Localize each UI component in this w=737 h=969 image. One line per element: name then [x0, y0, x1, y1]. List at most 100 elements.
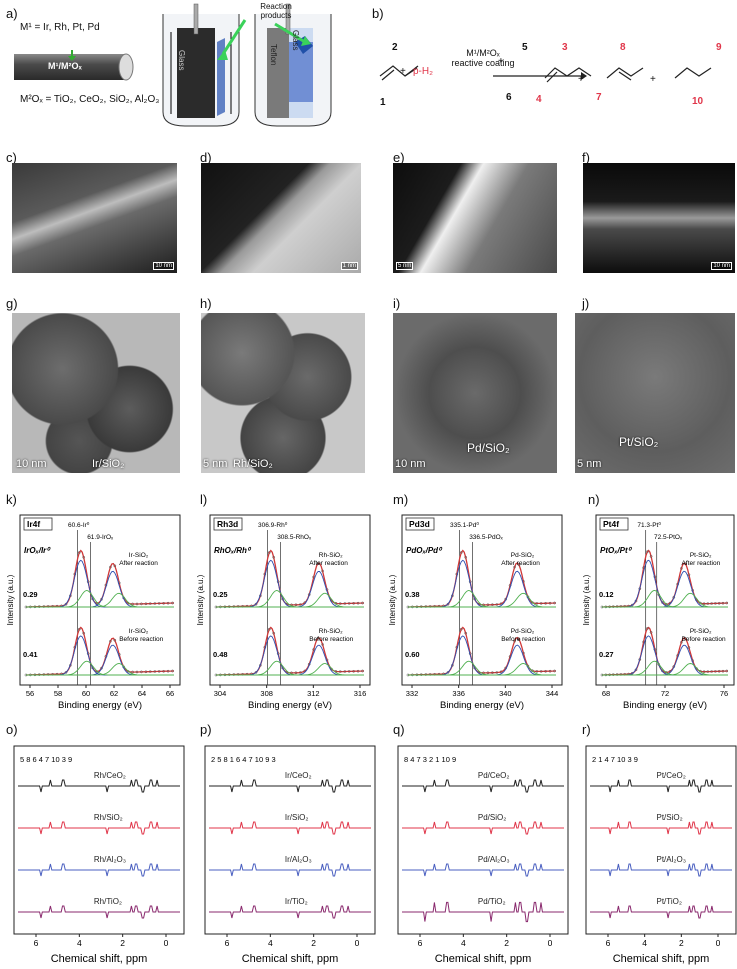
xps-data-point [135, 670, 139, 674]
nmr-trace [18, 905, 180, 919]
xps-data-point [535, 602, 539, 605]
xps-data-point [646, 550, 649, 553]
catalyst-rod-figure [14, 50, 134, 81]
atom-num-1: 1 [380, 97, 386, 108]
xps-data-point [539, 602, 543, 605]
panel-label-f: f) [582, 150, 590, 165]
xps-data-point [352, 669, 355, 673]
tem-label-i: Pd/SiO₂ [467, 441, 510, 455]
xps-data-point [486, 671, 490, 675]
nmr-xlabel: Chemical shift, ppm [242, 953, 339, 965]
nmr-trace [590, 863, 732, 877]
xps-data-point [236, 605, 240, 608]
nmr-tick-label: 0 [548, 938, 553, 948]
atom-num-8: 8 [620, 42, 626, 53]
panel-label-c: c) [6, 150, 17, 165]
xps-data-point [544, 601, 547, 605]
tem-label-h: Rh/SiO₂ [233, 458, 273, 470]
xps-data-point [553, 601, 556, 605]
xps-label-bottom: Before reaction [309, 636, 353, 643]
xps-data-point [77, 627, 81, 631]
reaction-products-label: Reaction products [260, 2, 292, 20]
rod-label: M¹/M²Oₓ [48, 61, 82, 71]
xps-data-point [495, 603, 499, 606]
xps-data-point [153, 602, 157, 605]
xps-title-box [213, 517, 243, 531]
panel-label-g: g) [6, 296, 18, 311]
xps-tick-label: 344 [546, 689, 559, 698]
glass2-label: Glass [291, 30, 300, 51]
nmr-frame [397, 745, 569, 935]
xps-data-point [683, 636, 687, 640]
xps-state: PtOₓ/Pt⁰ [600, 546, 633, 555]
arrow-top-label: M¹/M²Oₓ [466, 48, 500, 58]
atom-num-3: 3 [562, 42, 568, 53]
xps-data-point [42, 605, 46, 608]
xps-data-point [254, 671, 258, 674]
panel-label-e: e) [393, 150, 405, 165]
nmr-trace-label: Rh/Al₂O₃ [94, 855, 126, 864]
xps-label-bottom: Before reaction [119, 636, 163, 643]
xps-data-point [548, 601, 552, 605]
xps-data-point [517, 563, 521, 567]
nmr-trace-label: Pt/SiO₂ [657, 813, 683, 822]
xps-xlabel: Binding energy (eV) [623, 700, 707, 710]
nmr-tick-label: 0 [355, 938, 360, 948]
xps-data-point [499, 602, 503, 606]
xps-data-point [513, 565, 516, 569]
xps-ratio-bottom: 0.27 [599, 650, 614, 659]
xps-tick-label: 68 [602, 689, 610, 698]
xps-title: Ir4f [27, 519, 40, 529]
xps-data-point [687, 573, 691, 577]
xps-state: PdOₓ/Pd⁰ [406, 546, 443, 555]
nmr-trace [402, 779, 564, 793]
nmr-frame [13, 745, 185, 935]
nmr-trace-label: Pt/Al₂O₃ [657, 855, 686, 864]
nmr-trace-label: Rh/CeO₂ [94, 771, 126, 780]
xps-data-point [316, 636, 320, 640]
nmr-tick-label: 6 [34, 938, 39, 948]
xps-data-point [236, 673, 240, 676]
xps-data-point [82, 631, 86, 635]
xps-ratio-top: 0.12 [599, 590, 614, 599]
xps-data-point [680, 640, 683, 644]
xps-data-point [687, 646, 691, 649]
xps-data-point [46, 605, 50, 608]
tem-scale-h: 5 nm [203, 458, 228, 470]
xps-data-point [109, 639, 112, 643]
atom-num-5: 5 [522, 42, 528, 53]
nmr-trace [402, 821, 564, 835]
nmr-trace [590, 821, 732, 835]
xps-label-top: After reaction [309, 560, 348, 567]
panel-label-r: r) [582, 722, 591, 737]
xps-data-point [162, 669, 165, 673]
nmr-trace [209, 905, 371, 919]
reactor-figure [162, 3, 332, 127]
xps-data-point [321, 643, 324, 646]
xps-label-top: Pt-SiO₂ [690, 552, 712, 559]
xps-data-point [615, 605, 619, 608]
xps-data-point [140, 602, 143, 606]
nmr-trace-label: Ir/CeO₂ [285, 771, 312, 780]
xps-peak-label: 308.5-RhOₓ [277, 534, 312, 541]
xps-label-top: After reaction [501, 560, 540, 567]
nmr-tick-label: 2 [504, 938, 509, 948]
xps-data-point [77, 551, 81, 554]
xps-data-point [698, 601, 702, 605]
nmr-tick-label: 2 [120, 938, 125, 948]
nmr-trace-label: Ir/TiO₂ [285, 897, 308, 906]
panel-label-h: h) [200, 296, 212, 311]
nmr-xlabel: Chemical shift, ppm [51, 953, 148, 965]
xps-data-point [64, 671, 68, 674]
xps-title-box [23, 517, 53, 531]
xps-ratio-bottom: 0.60 [405, 650, 420, 659]
xps-data-point [714, 670, 717, 673]
xps-data-point [710, 602, 713, 605]
nmr-trace [18, 863, 180, 877]
xps-data-point [517, 637, 521, 641]
xps-data-point [714, 602, 717, 605]
xps-data-point [157, 602, 161, 605]
xps-peak-label: 335.1-Pd⁰ [450, 521, 479, 529]
panel-label-d: d) [200, 150, 212, 165]
xps-data-point [499, 670, 503, 674]
